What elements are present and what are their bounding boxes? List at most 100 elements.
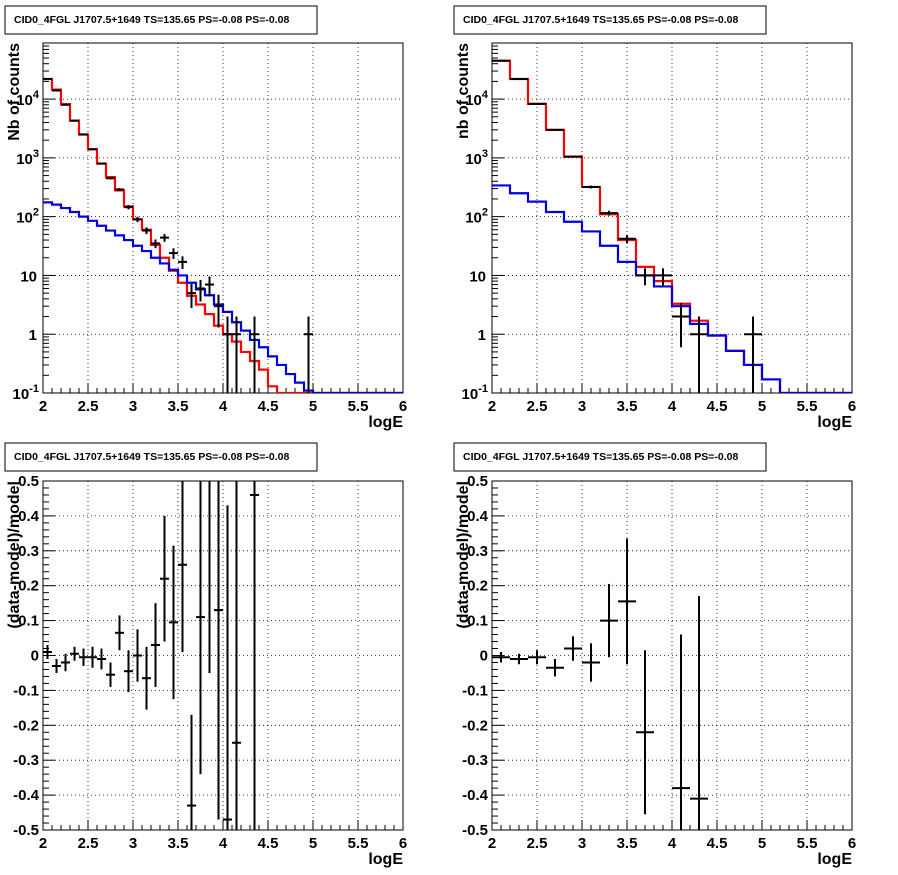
- data-point: [169, 248, 178, 259]
- residual-point: [115, 615, 124, 651]
- x-tick-label: 2.5: [78, 398, 99, 415]
- residual-point: [510, 653, 528, 665]
- data-point: [636, 268, 654, 286]
- y-tick-label: 0.2: [467, 578, 488, 595]
- chart-panel-1: CID0_4FGL J1707.5+1649 TS=135.65 PS=-0.0…: [4, 5, 407, 431]
- x-tick-label: 3: [129, 398, 137, 415]
- y-tick-label: 0.3: [18, 543, 39, 560]
- y-tick-label: 1: [29, 327, 37, 344]
- data-point: [672, 302, 690, 348]
- y-axis-title: (data-model)/model: [6, 481, 23, 629]
- plot-area: [43, 481, 259, 830]
- data-point: [133, 216, 142, 223]
- data-point: [106, 177, 115, 180]
- residual-point: [133, 629, 142, 682]
- x-tick-label: 5.5: [797, 398, 818, 415]
- x-tick-label: 4: [668, 398, 677, 415]
- residual-point: [52, 658, 61, 673]
- y-axis-title: Nb of counts: [6, 43, 23, 141]
- x-tick-label: 6: [399, 835, 407, 852]
- y-tick-label: 1: [478, 327, 486, 344]
- x-tick-label: 2.5: [527, 398, 548, 415]
- residual-point: [142, 646, 151, 710]
- residual-point: [70, 646, 79, 661]
- residual-point: [564, 636, 582, 661]
- residual-point: [223, 505, 232, 830]
- x-tick-label: 2.5: [527, 835, 548, 852]
- chart-title-box: [453, 442, 767, 472]
- residual-point: [250, 481, 259, 830]
- y-tick-label: 103: [465, 148, 488, 168]
- plot-area: [492, 59, 852, 393]
- residual-point: [690, 596, 708, 830]
- x-tick-label: 3.5: [168, 835, 189, 852]
- residual-point: [672, 634, 690, 830]
- axis-ticks: [491, 480, 853, 831]
- residual-point: [106, 662, 115, 687]
- chart-panel-2: CID0_4FGL J1707.5+1649 TS=135.65 PS=-0.0…: [453, 5, 856, 431]
- residual-point: [88, 646, 97, 668]
- x-tick-label: 2: [488, 398, 496, 415]
- residual-point: [636, 650, 654, 815]
- data-point: [528, 102, 546, 105]
- plot-area: [43, 77, 403, 393]
- x-tick-label: 5: [309, 835, 317, 852]
- data-point: [187, 283, 196, 308]
- x-tick-label: 5.5: [348, 398, 369, 415]
- grid-lines: [492, 481, 852, 830]
- data-point: [61, 103, 70, 106]
- y-tick-label: 0.3: [467, 543, 488, 560]
- y-tick-label: 0.5: [467, 473, 488, 490]
- data-point: [250, 316, 259, 393]
- series-background-line: [43, 201, 403, 393]
- y-tick-label: 0: [31, 648, 39, 665]
- residual-point: [61, 653, 70, 672]
- y-tick-label: 0.4: [18, 508, 40, 525]
- residual-point: [492, 652, 510, 663]
- y-tick-label: 0.2: [18, 578, 39, 595]
- y-tick-label: -0.1: [13, 682, 39, 699]
- residual-point: [79, 648, 88, 666]
- x-axis-title: logE: [817, 414, 852, 431]
- chart-title: CID0_4FGL J1707.5+1649 TS=135.65 PS=-0.0…: [463, 14, 738, 26]
- x-tick-label: 3: [578, 398, 586, 415]
- residual-point: [169, 545, 178, 700]
- y-tick-label: 103: [16, 148, 39, 168]
- x-axis-title: logE: [817, 851, 852, 868]
- chart-title-box: [4, 5, 318, 35]
- residual-point: [187, 714, 196, 830]
- data-point: [70, 119, 79, 122]
- data-point: [205, 276, 214, 297]
- y-tick-label: -0.2: [13, 717, 39, 734]
- data-point: [142, 227, 151, 235]
- data-point: [232, 316, 241, 393]
- data-point: [223, 316, 232, 393]
- x-tick-label: 3: [578, 835, 586, 852]
- y-tick-label: 10-1: [462, 383, 488, 403]
- x-tick-label: 4.5: [707, 835, 728, 852]
- x-tick-label: 4: [219, 398, 228, 415]
- data-point: [546, 128, 564, 131]
- x-tick-label: 5: [758, 835, 766, 852]
- x-tick-label: 5: [309, 398, 317, 415]
- data-point: [115, 188, 124, 192]
- x-tick-label: 2: [39, 835, 47, 852]
- grid-lines: [43, 481, 403, 830]
- x-tick-label: 4.5: [707, 398, 728, 415]
- y-tick-label: -0.3: [462, 752, 488, 769]
- data-point: [564, 155, 582, 158]
- x-tick-label: 5.5: [348, 835, 369, 852]
- x-tick-label: 4.5: [258, 835, 279, 852]
- residual-point: [178, 481, 187, 653]
- residual-point: [618, 538, 636, 665]
- chart-title: CID0_4FGL J1707.5+1649 TS=135.65 PS=-0.0…: [14, 451, 289, 463]
- x-tick-label: 4.5: [258, 398, 279, 415]
- chart-title: CID0_4FGL J1707.5+1649 TS=135.65 PS=-0.0…: [463, 451, 738, 463]
- y-tick-label: 0.1: [18, 613, 39, 630]
- y-axis-title: nb of counts: [455, 43, 472, 139]
- residual-point: [232, 481, 241, 830]
- data-point: [582, 185, 600, 189]
- chart-title: CID0_4FGL J1707.5+1649 TS=135.65 PS=-0.0…: [14, 14, 289, 26]
- grid-lines: [43, 43, 403, 393]
